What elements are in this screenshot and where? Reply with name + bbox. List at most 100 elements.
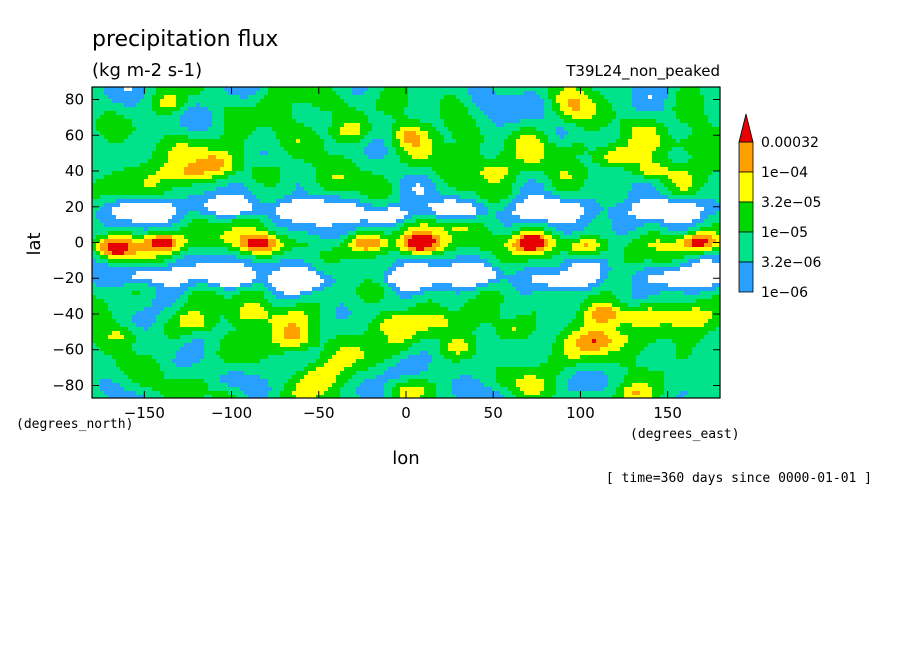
heatmap-cell [96,203,101,208]
heatmap-cell [640,103,645,108]
heatmap-cell [152,175,157,180]
heatmap-cell [432,211,437,216]
heatmap-cell [500,199,505,204]
heatmap-cell [560,155,565,160]
heatmap-cell [108,139,113,144]
heatmap-cell [704,123,709,128]
heatmap-cell [260,135,265,140]
heatmap-cell [388,195,393,200]
heatmap-cell [652,139,657,144]
heatmap-cell [284,91,289,96]
heatmap-cell [216,135,221,140]
heatmap-cell [508,183,513,188]
heatmap-cell [252,103,257,108]
heatmap-cell [528,167,533,172]
heatmap-cell [652,207,657,212]
heatmap-cell [696,191,701,196]
heatmap-cell [160,103,165,108]
heatmap-cell [712,175,717,180]
heatmap-cell [336,127,341,132]
heatmap-cell [340,207,345,212]
heatmap-cell [108,111,113,116]
heatmap-cell [620,151,625,156]
heatmap-cell [172,147,177,152]
heatmap-cell [152,163,157,168]
heatmap-cell [648,195,653,200]
heatmap-cell [708,167,713,172]
heatmap-cell [328,191,333,196]
heatmap-cell [336,171,341,176]
heatmap-cell [136,131,141,136]
heatmap-cell [180,123,185,128]
heatmap-cell [140,103,145,108]
heatmap-cell [264,95,269,100]
heatmap-cell [384,159,389,164]
heatmap-cell [252,99,257,104]
heatmap-cell [336,167,341,172]
heatmap-cell [616,179,621,184]
heatmap-cell [472,91,477,96]
heatmap-cell [676,155,681,160]
heatmap-cell [116,187,121,192]
heatmap-cell [512,87,517,92]
heatmap-cell [344,183,349,188]
heatmap-cell [640,123,645,128]
heatmap-cell [704,131,709,136]
heatmap-cell [444,147,449,152]
heatmap-cell [100,143,105,148]
heatmap-cell [244,199,249,204]
heatmap-cell [692,207,697,212]
heatmap-cell [524,183,529,188]
heatmap-cell [500,91,505,96]
heatmap-cell [704,191,709,196]
heatmap-cell [268,163,273,168]
heatmap-cell [148,195,153,200]
heatmap-cell [660,139,665,144]
heatmap-cell [556,207,561,212]
heatmap-cell [548,87,553,92]
heatmap-cell [320,123,325,128]
heatmap-cell [368,151,373,156]
heatmap-cell [592,211,597,216]
heatmap-cell [276,159,281,164]
heatmap-cell [536,91,541,96]
heatmap-cell [320,195,325,200]
heatmap-cell [388,211,393,216]
heatmap-cell [532,115,537,120]
heatmap-cell [376,187,381,192]
heatmap-cell [216,127,221,132]
heatmap-cell [388,183,393,188]
heatmap-cell [424,87,429,92]
heatmap-cell [664,111,669,116]
heatmap-cell [136,111,141,116]
heatmap-cell [692,127,697,132]
heatmap-cell [228,135,233,140]
heatmap-cell [324,131,329,136]
heatmap-cell [368,171,373,176]
heatmap-cell [560,103,565,108]
heatmap-cell [312,183,317,188]
heatmap-cell [568,159,573,164]
heatmap-cell [564,171,569,176]
heatmap-cell [544,111,549,116]
heatmap-cell [392,95,397,100]
heatmap-cell [328,115,333,120]
heatmap-cell [356,211,361,216]
heatmap-cell [180,155,185,160]
heatmap-cell [228,155,233,160]
heatmap-cell [176,211,181,216]
heatmap-cell [372,119,377,124]
heatmap-cell [360,91,365,96]
heatmap-cell [240,123,245,128]
heatmap-cell [160,211,165,216]
heatmap-cell [200,131,205,136]
heatmap-cell [664,167,669,172]
heatmap-cell [164,139,169,144]
heatmap-cell [548,195,553,200]
heatmap-cell [464,111,469,116]
heatmap-cell [712,171,717,176]
heatmap-cell [132,179,137,184]
heatmap-cell [464,135,469,140]
heatmap-cell [476,199,481,204]
heatmap-cell [252,87,257,92]
